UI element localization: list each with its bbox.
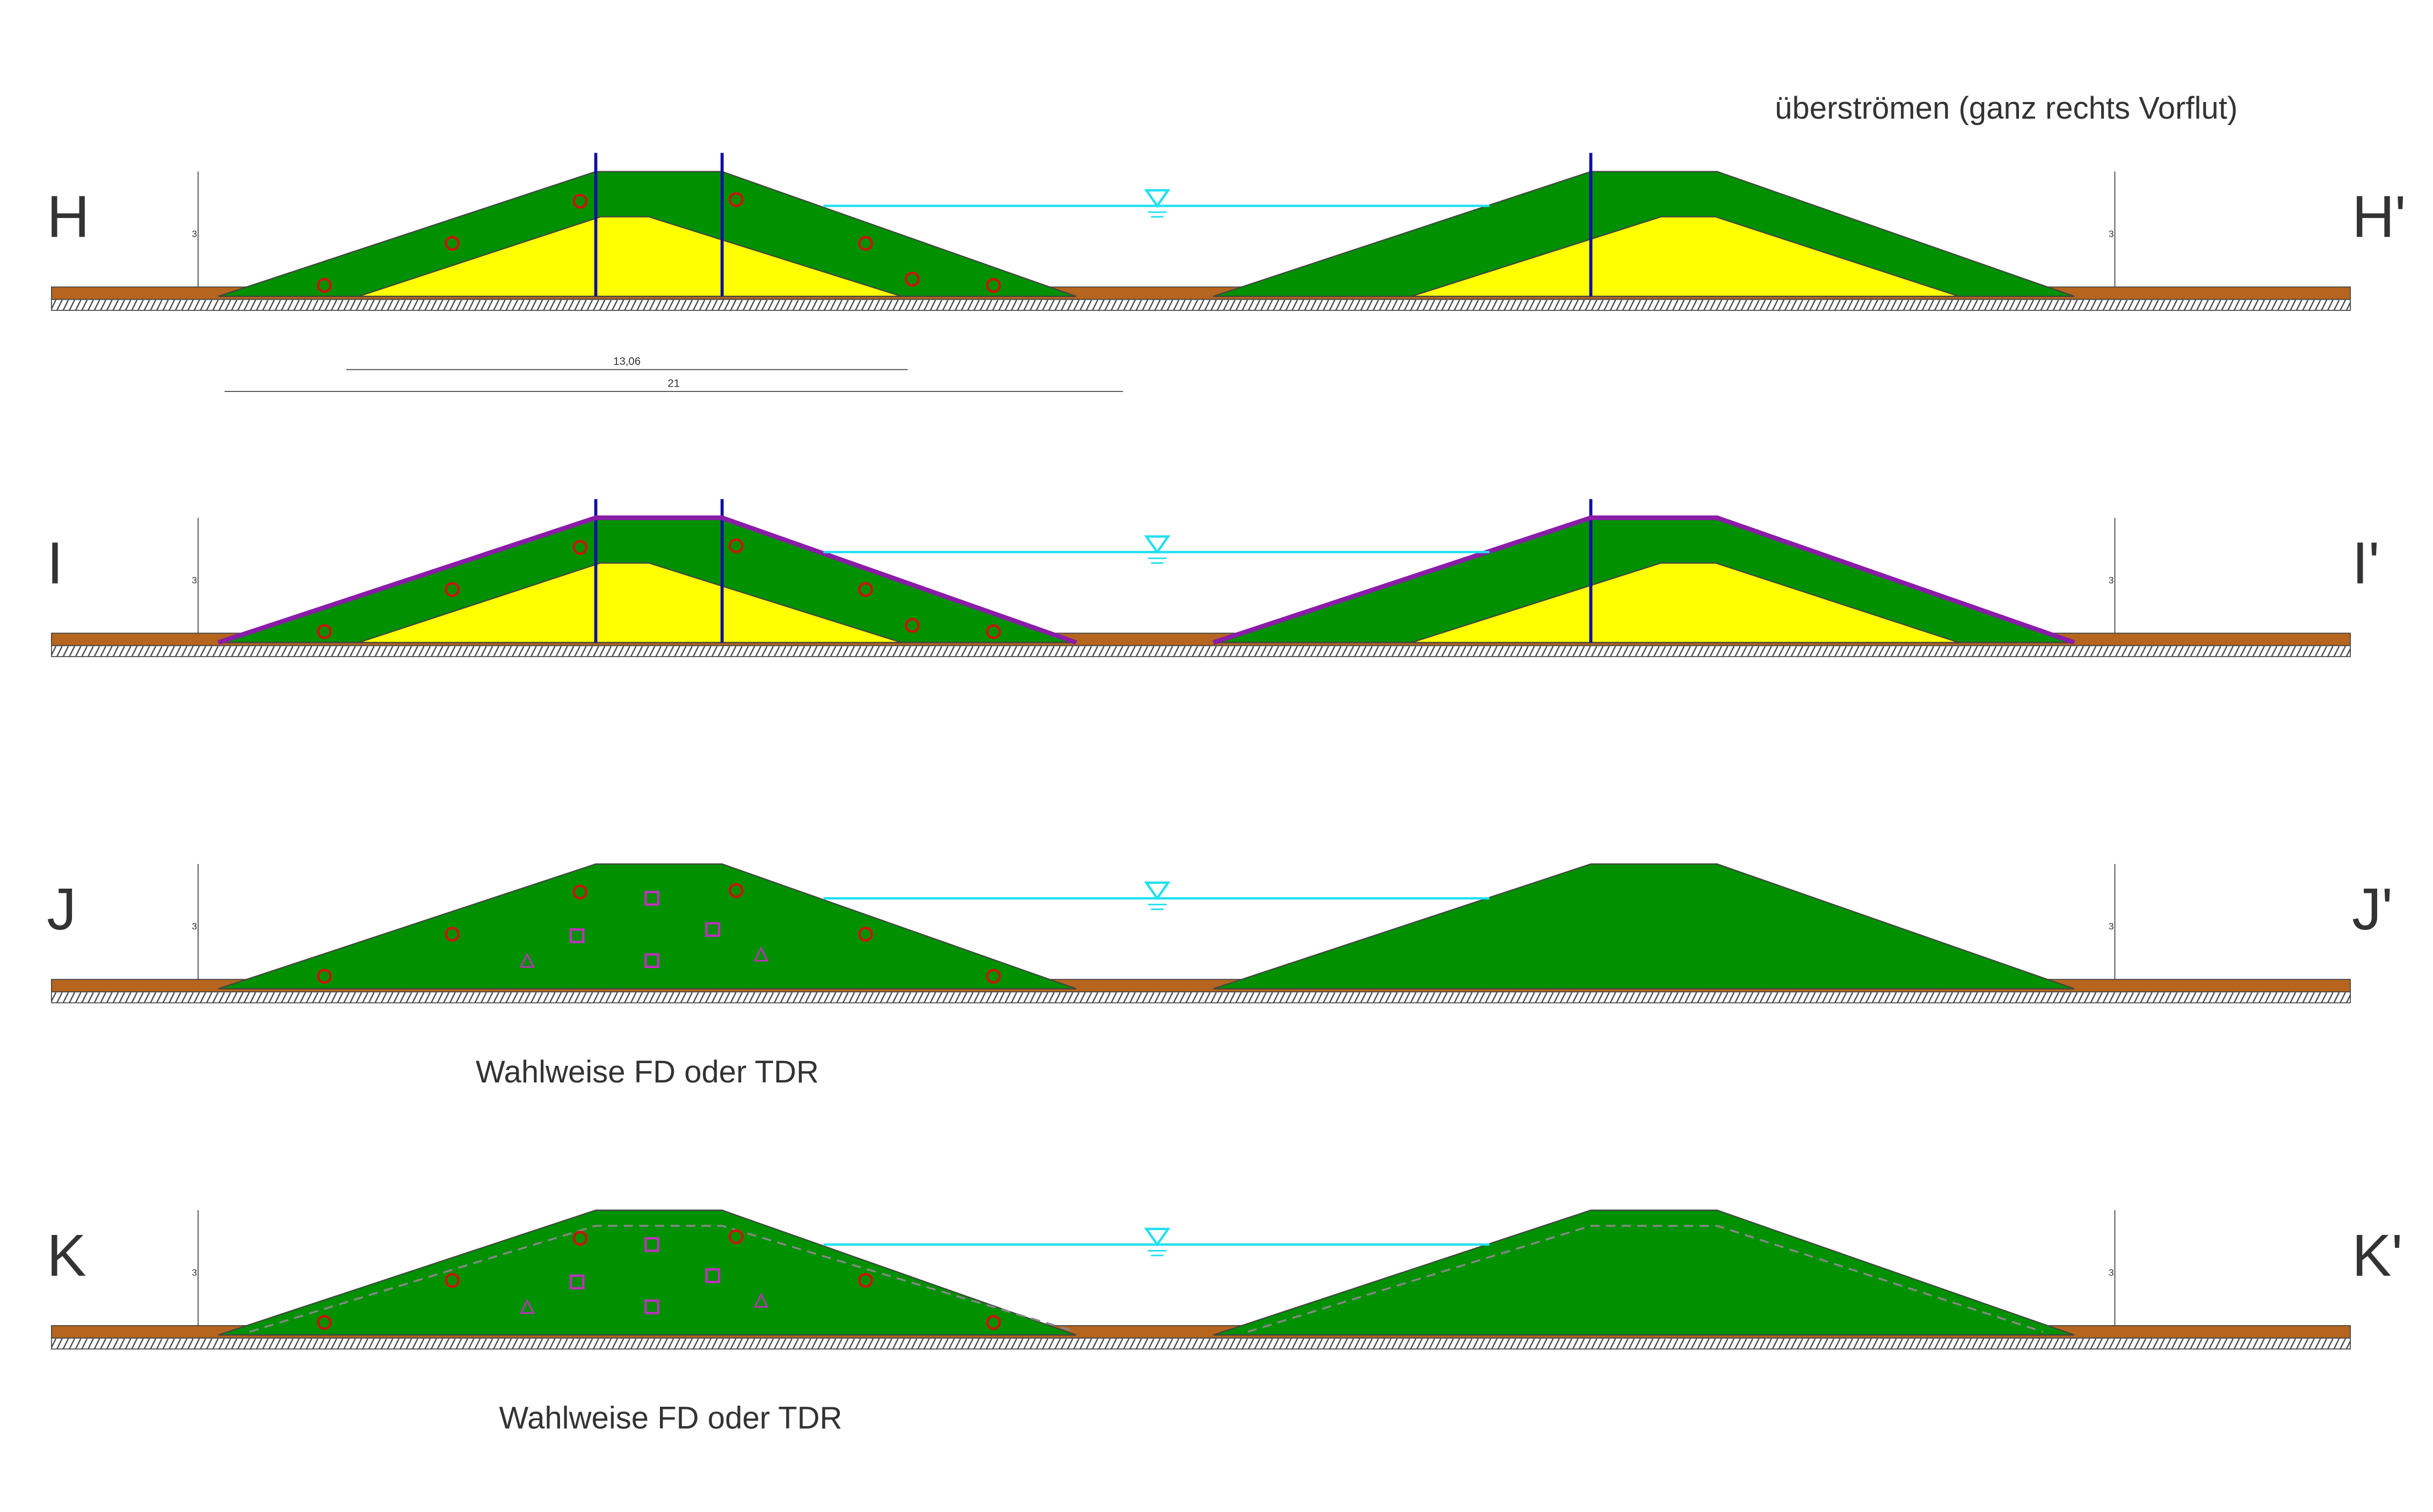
seepage-line	[1247, 1225, 2044, 1333]
water-symbol	[1144, 189, 1171, 208]
probe	[705, 922, 721, 937]
sensor	[858, 927, 873, 942]
height-mark: 3	[192, 921, 197, 932]
liner	[1212, 515, 2075, 645]
section: 3 3 K K' Wahlweise FD oder TDR	[47, 1209, 2403, 1436]
dam-body	[218, 863, 1077, 990]
sensor	[572, 1231, 588, 1246]
section-label: K	[47, 1223, 86, 1289]
section-label: H	[47, 184, 90, 250]
seepage-line	[249, 1225, 1077, 1333]
sensor	[317, 1315, 332, 1330]
subsoil	[50, 299, 2351, 311]
sensor	[986, 278, 1001, 293]
probe	[753, 946, 769, 962]
sensor	[729, 883, 744, 898]
height-mark: 3	[2109, 229, 2114, 239]
sensor	[905, 617, 920, 633]
sensor	[317, 624, 332, 639]
dam-body	[1213, 863, 2075, 990]
probe	[569, 928, 585, 943]
dam-core	[1411, 216, 1959, 297]
sensor	[317, 969, 332, 984]
sensor	[905, 272, 920, 287]
subsoil	[50, 1337, 2351, 1350]
sensor	[572, 193, 588, 209]
height-mark: 3	[192, 575, 197, 585]
liner	[217, 515, 1077, 645]
sensor	[572, 540, 588, 555]
sensor	[572, 884, 588, 900]
probe	[644, 953, 659, 969]
caption: Wahlweise FD oder TDR	[499, 1401, 842, 1436]
note: überströmen (ganz rechts Vorflut)	[1775, 91, 2238, 126]
dam-core	[1411, 562, 1959, 643]
probe	[644, 891, 659, 906]
section-label-end: H'	[2352, 184, 2406, 250]
sensor	[445, 927, 460, 942]
subsoil	[50, 645, 2351, 657]
sensor	[858, 1273, 873, 1288]
sensor	[858, 236, 873, 251]
dam-body	[1213, 1209, 2075, 1336]
sensor	[858, 582, 873, 597]
section-label-end: I'	[2352, 530, 2380, 596]
sensor	[729, 192, 744, 207]
sensor	[986, 1315, 1001, 1330]
height-mark: 3	[192, 229, 197, 239]
height-mark: 3	[192, 1267, 197, 1278]
caption: Wahlweise FD oder TDR	[476, 1055, 819, 1089]
probe	[569, 1274, 585, 1290]
section-label-end: K'	[2352, 1223, 2403, 1289]
sensor	[986, 969, 1001, 984]
sensor	[445, 236, 460, 251]
probe	[705, 1268, 721, 1283]
height-mark: 3	[2109, 921, 2114, 932]
sensor	[986, 624, 1001, 639]
probe	[519, 1299, 535, 1314]
section-label-end: J'	[2352, 876, 2393, 942]
probe	[753, 1292, 769, 1308]
section: 3 3 H H' 13,06 21	[47, 152, 2406, 392]
section-label: J	[47, 876, 76, 942]
height-mark: 3	[2109, 575, 2114, 585]
sensor	[445, 582, 460, 597]
section-label: I	[47, 530, 63, 596]
subsoil	[50, 991, 2351, 1004]
water-symbol	[1144, 881, 1171, 900]
sensor	[317, 278, 332, 293]
section: 3 3 J J' Wahlweise FD oder TDR	[47, 863, 2393, 1089]
probe	[519, 953, 535, 968]
probe	[644, 1237, 659, 1252]
water-symbol	[1144, 535, 1171, 555]
sensor	[445, 1273, 460, 1288]
dimension-label: 21	[667, 377, 680, 389]
height-mark: 3	[2109, 1267, 2114, 1278]
dam-body	[218, 1209, 1077, 1336]
sensor	[729, 1229, 744, 1245]
dimension-label: 13,06	[613, 356, 641, 368]
section: 3 3 I I'	[47, 499, 2380, 657]
water-symbol	[1144, 1227, 1171, 1247]
sensor	[729, 538, 744, 554]
probe	[644, 1299, 659, 1314]
dam-core	[358, 562, 902, 643]
